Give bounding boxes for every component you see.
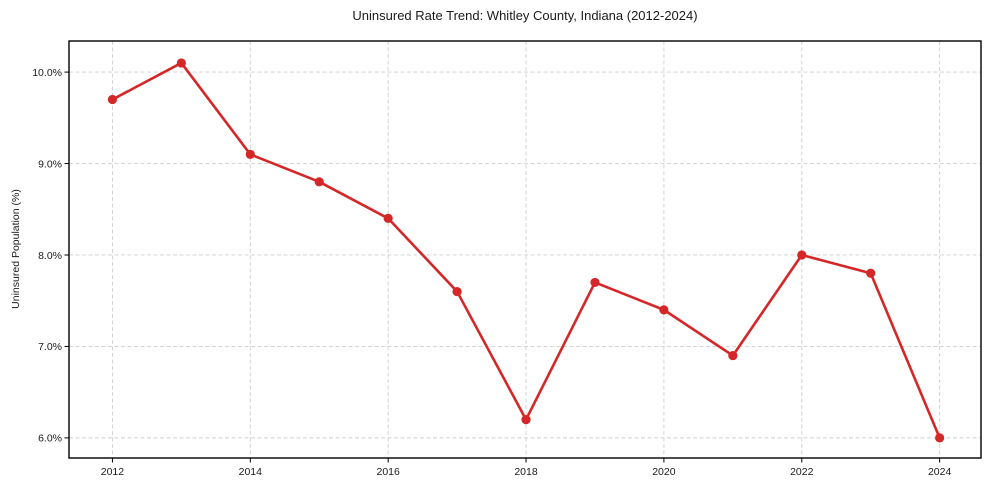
data-point-2014 — [245, 149, 255, 159]
y-tick-label: 9.0% — [38, 158, 62, 170]
data-point-2017 — [452, 286, 462, 297]
data-point-2022 — [797, 250, 807, 260]
data-point-2023 — [866, 268, 876, 278]
data-point-2016 — [383, 213, 393, 224]
x-tick-label: 2014 — [239, 466, 263, 478]
y-tick-label: 6.0% — [38, 433, 62, 445]
data-point-2018 — [521, 414, 531, 425]
data-point-2020 — [659, 305, 669, 315]
y-tick-label: 7.0% — [38, 341, 62, 353]
x-tick-label: 2016 — [376, 466, 400, 478]
x-tick-label: 2022 — [790, 466, 814, 478]
chart-title: Uninsured Rate Trend: Whitley County, In… — [352, 8, 698, 23]
data-point-2024 — [935, 433, 945, 443]
data-point-2012 — [107, 94, 118, 105]
data-point-2013 — [176, 58, 186, 68]
x-tick-label: 2024 — [928, 466, 952, 478]
y-tick-label: 10.0% — [32, 67, 62, 79]
y-tick-label: 8.0% — [38, 250, 62, 262]
data-point-2015 — [314, 177, 324, 187]
data-point-2019 — [590, 277, 600, 288]
plot-border — [68, 40, 982, 459]
x-tick-label: 2020 — [652, 466, 676, 478]
x-tick-label: 2018 — [514, 466, 538, 478]
x-tick-label: 2012 — [101, 466, 125, 478]
data-point-2021 — [728, 350, 738, 361]
